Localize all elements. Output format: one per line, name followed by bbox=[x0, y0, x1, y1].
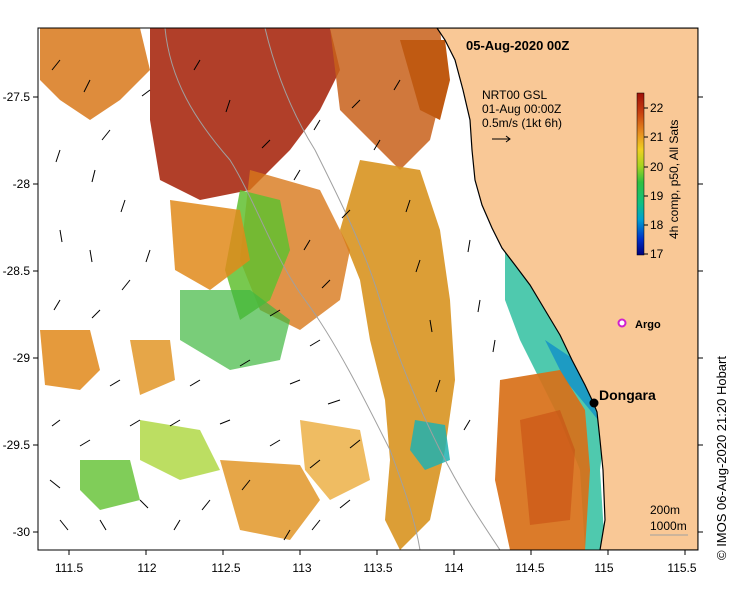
colorbar-tick-label: 20 bbox=[650, 160, 664, 174]
argo-marker[interactable]: Argo bbox=[617, 318, 661, 331]
lon-tick-label: 111.5 bbox=[55, 561, 84, 575]
lon-tick-label: 113.5 bbox=[363, 561, 392, 575]
current-vectors bbox=[49, 59, 496, 541]
colorbar-tick-label: 22 bbox=[650, 101, 664, 115]
colorbar bbox=[636, 92, 645, 256]
date-label: 05-Aug-2020 00Z bbox=[466, 38, 569, 53]
lon-tick-label: 112 bbox=[137, 561, 156, 575]
lon-tick-label: 114 bbox=[444, 561, 463, 575]
colorbar-tick-label: 19 bbox=[650, 189, 664, 203]
dongara-label: Dongara bbox=[599, 387, 656, 403]
lon-axis bbox=[68, 550, 686, 555]
land-mass bbox=[436, 28, 698, 550]
argo-icon bbox=[617, 318, 627, 328]
colorbar-tick-label: 21 bbox=[650, 130, 664, 144]
sst-field bbox=[40, 28, 605, 550]
isobath-lines bbox=[164, 28, 501, 550]
lon-tick-label: 112.5 bbox=[211, 561, 240, 575]
lon-tick-label: 114.5 bbox=[515, 561, 544, 575]
lat-tick-label: -28 bbox=[13, 177, 31, 191]
colorbar-ticks bbox=[644, 107, 648, 255]
lon-tick-label: 115.5 bbox=[667, 561, 696, 575]
info-date: 01-Aug 00:00Z bbox=[482, 102, 561, 116]
colorbar-title: 4h comp, p50, All Sats bbox=[667, 120, 681, 239]
colorbar-tick-label: 18 bbox=[650, 218, 664, 232]
lat-tick-label: -30 bbox=[13, 525, 31, 539]
argo-label: Argo bbox=[635, 319, 661, 331]
dongara-marker[interactable]: Dongara bbox=[589, 387, 657, 408]
lon-tick-label: 113 bbox=[292, 561, 311, 575]
info-scale: 0.5m/s (1kt 6h) bbox=[482, 116, 562, 130]
lat-axis bbox=[33, 96, 703, 533]
dongara-icon bbox=[589, 398, 599, 408]
lat-tick-label: -28.5 bbox=[3, 264, 31, 278]
plot-frame bbox=[37, 27, 699, 551]
lat-tick-label: -29 bbox=[13, 351, 31, 365]
lon-tick-label: 115 bbox=[594, 561, 613, 575]
info-source: NRT00 GSL bbox=[482, 88, 547, 102]
colorbar-tick-label: 17 bbox=[650, 247, 664, 261]
credit-label: © IMOS 06-Aug-2020 21:20 Hobart bbox=[714, 356, 729, 560]
isobath-legend-1000m: 1000m bbox=[650, 519, 687, 533]
scale-arrow bbox=[492, 135, 511, 143]
lat-tick-label: -27.5 bbox=[3, 90, 31, 104]
isobath-legend-200m: 200m bbox=[650, 503, 680, 517]
lat-tick-label: -29.5 bbox=[3, 438, 31, 452]
